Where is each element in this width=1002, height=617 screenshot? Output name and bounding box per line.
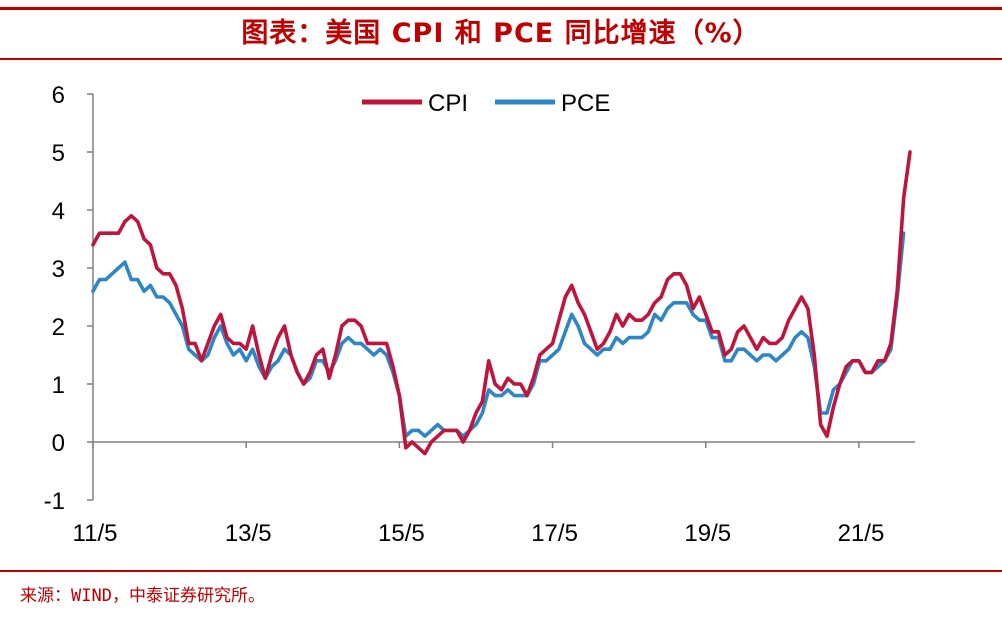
legend-label-pce: PCE <box>561 90 610 117</box>
x-tick-label: 15/5 <box>378 520 425 547</box>
x-tick-label: 11/5 <box>73 520 118 547</box>
source-note: 来源：WIND，中泰证券研究所。 <box>20 586 265 606</box>
y-tick-label: 6 <box>52 82 65 109</box>
top-rule <box>0 7 1002 10</box>
series-line-pce <box>91 231 906 438</box>
series-layer <box>91 150 912 456</box>
series-line-cpi <box>91 150 912 456</box>
title-underline <box>0 58 1002 60</box>
y-tick-label: 5 <box>52 140 65 167</box>
chart-axes: -1 0 1 2 3 4 5 6 11/5 13/5 15/5 17/5 19/5 21/5 <box>44 82 915 547</box>
bottom-rule <box>0 570 1002 572</box>
x-tick-label: 21/5 <box>838 520 885 547</box>
x-tick-label: 13/5 <box>225 520 272 547</box>
y-tick-label: 0 <box>52 430 65 457</box>
y-tick-label: 4 <box>52 198 65 225</box>
chart-title: 图表：美国 CPI 和 PCE 同比增速（%） <box>241 18 761 49</box>
legend-label-cpi: CPI <box>428 90 468 117</box>
y-tick-label: -1 <box>44 488 65 515</box>
y-tick-label: 3 <box>52 256 65 283</box>
x-tick-label: 17/5 <box>531 520 578 547</box>
legend: CPI PCE <box>362 90 610 117</box>
x-tick-label: 19/5 <box>684 520 731 547</box>
y-tick-label: 2 <box>52 314 65 341</box>
y-tick-label: 1 <box>52 372 65 399</box>
